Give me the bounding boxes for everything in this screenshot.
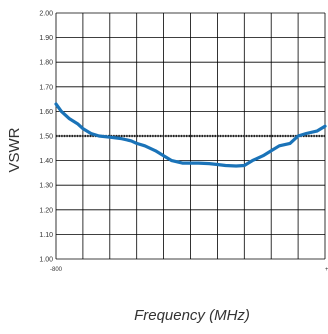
series-group xyxy=(54,102,327,168)
y-axis-ticks: 1.00 1.10 1.20 1.30 1.40 1.50 1.60 1.70 1.80 1.90… xyxy=(39,11,53,264)
y-tick-label: 1.10 xyxy=(39,232,53,239)
y-tick-label: 1.60 xyxy=(39,109,53,116)
y-tick-label: 2.00 xyxy=(39,11,53,18)
y-tick-label: 1.00 xyxy=(39,257,53,264)
y-tick-label: 1.80 xyxy=(39,60,53,67)
y-tick-label: 1.70 xyxy=(39,84,53,91)
x-tick-label: +800 xyxy=(325,267,328,273)
y-tick-label: 1.90 xyxy=(39,35,53,42)
x-axis-label: Frequency (MHz) xyxy=(134,307,250,324)
vswr-series-line xyxy=(54,102,327,168)
y-tick-label: 1.20 xyxy=(39,207,53,214)
y-tick-label: 1.50 xyxy=(39,134,53,141)
y-tick-label: 1.30 xyxy=(39,183,53,190)
y-tick-label: 1.40 xyxy=(39,158,53,165)
x-axis-ticks: -800 +800 xyxy=(50,267,328,273)
y-axis-label: VSWR xyxy=(6,127,23,172)
x-tick-label: -800 xyxy=(50,267,63,273)
grid xyxy=(55,12,326,260)
